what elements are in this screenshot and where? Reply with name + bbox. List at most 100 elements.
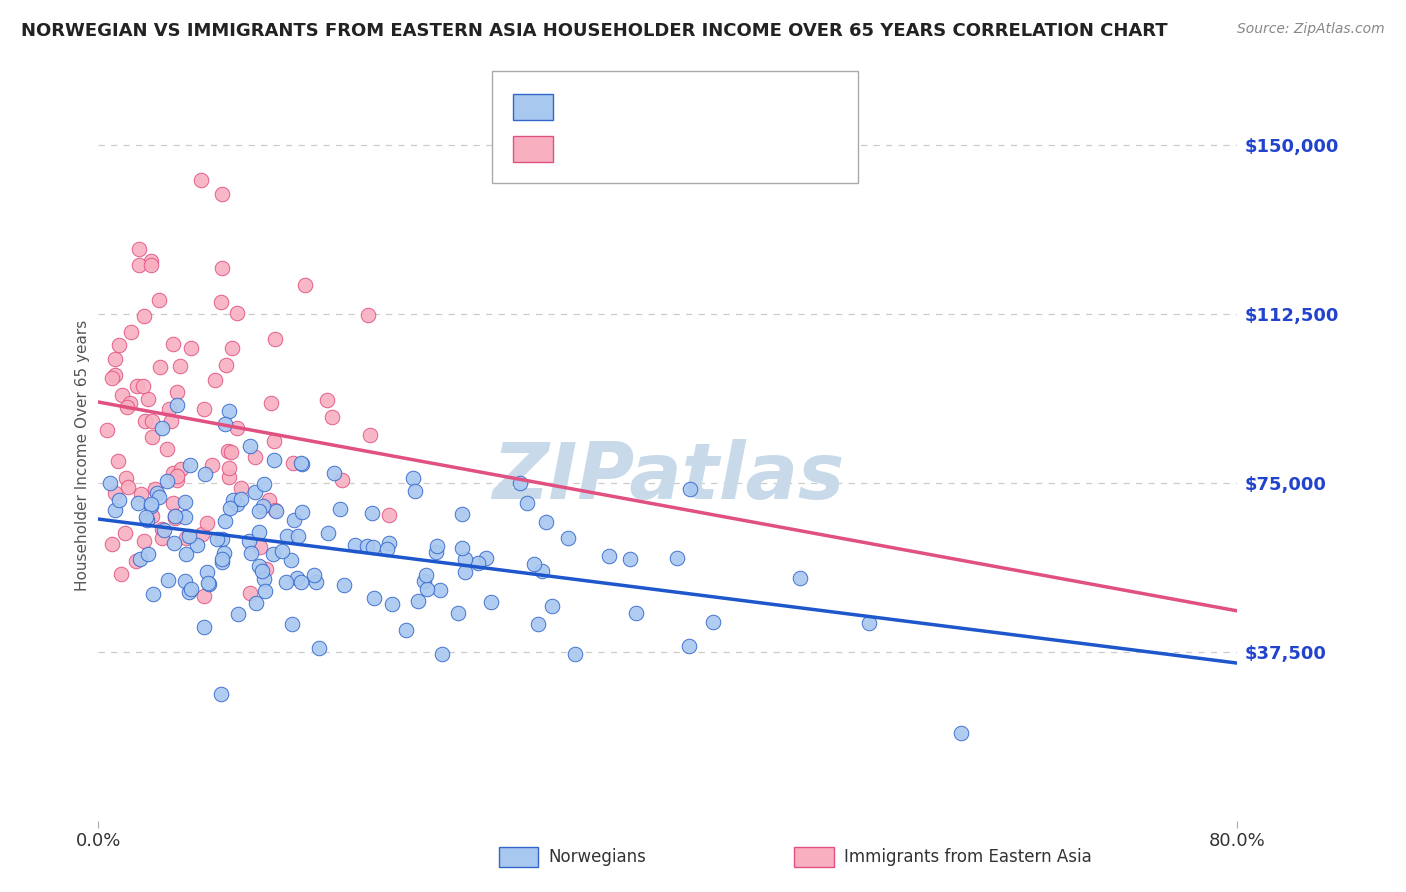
Point [107, 454, 129, 468]
Point [211, 260, 233, 275]
Point [858, 615, 880, 630]
Point [104, 486, 127, 500]
Point [264, 333, 287, 347]
Point [129, 487, 152, 501]
Point [143, 482, 166, 496]
Text: Immigrants from Eastern Asia: Immigrants from Eastern Asia [844, 848, 1091, 866]
Point [125, 553, 148, 567]
Point [139, 497, 162, 511]
Point [541, 599, 564, 613]
Point [252, 572, 274, 586]
Point [205, 532, 228, 546]
Point [201, 458, 224, 473]
Point [291, 458, 314, 472]
Point [333, 578, 356, 592]
Point [186, 538, 208, 552]
Point [152, 523, 174, 537]
Point [190, 173, 212, 187]
Point [209, 687, 232, 701]
Point [117, 400, 139, 414]
Point [394, 623, 416, 637]
Point [221, 341, 243, 355]
Point [280, 553, 302, 567]
Point [156, 574, 179, 588]
Point [226, 420, 249, 434]
Point [404, 483, 426, 498]
Point [322, 466, 344, 480]
Point [302, 567, 325, 582]
Point [174, 548, 197, 562]
Point [174, 574, 197, 589]
Point [193, 620, 215, 634]
Point [253, 476, 276, 491]
Point [294, 277, 316, 292]
Point [408, 593, 430, 607]
Point [357, 308, 380, 322]
Point [157, 401, 180, 416]
Point [163, 508, 186, 523]
Point [260, 396, 283, 410]
Point [104, 368, 127, 382]
Point [243, 450, 266, 464]
Point [287, 529, 309, 543]
Point [193, 402, 215, 417]
Point [173, 510, 195, 524]
Point [425, 544, 447, 558]
Point [262, 547, 284, 561]
Point [316, 525, 339, 540]
Point [509, 475, 531, 490]
Point [678, 639, 700, 653]
Point [135, 510, 157, 524]
Point [247, 525, 270, 540]
Point [139, 254, 162, 268]
Point [415, 567, 437, 582]
Point [430, 647, 453, 661]
Point [139, 258, 162, 272]
Point [475, 551, 498, 566]
Point [218, 404, 240, 418]
Point [136, 513, 159, 527]
Point [212, 546, 235, 560]
Point [231, 491, 253, 506]
Point [180, 341, 202, 355]
Point [156, 474, 179, 488]
Point [156, 442, 179, 456]
Point [114, 471, 136, 485]
Point [534, 515, 557, 529]
Point [280, 617, 302, 632]
Point [254, 561, 277, 575]
Point [129, 552, 152, 566]
Point [136, 547, 159, 561]
Point [127, 495, 149, 509]
Point [243, 484, 266, 499]
Point [139, 500, 162, 514]
Point [195, 516, 218, 530]
Point [141, 430, 163, 444]
Point [132, 310, 155, 324]
Point [321, 409, 343, 424]
Point [378, 508, 401, 523]
Point [305, 574, 328, 589]
Point [108, 337, 131, 351]
Point [451, 508, 474, 522]
Point [128, 242, 150, 256]
Point [359, 428, 381, 442]
Point [429, 583, 451, 598]
Point [169, 359, 191, 373]
Point [229, 481, 252, 495]
Point [110, 388, 132, 402]
Point [148, 293, 170, 307]
Point [96, 423, 118, 437]
Point [479, 595, 502, 609]
Point [214, 417, 236, 431]
Point [177, 585, 200, 599]
Point [218, 461, 240, 475]
Point [283, 456, 305, 470]
Point [166, 385, 188, 400]
Point [344, 538, 367, 552]
Point [253, 584, 276, 599]
Point [624, 606, 647, 620]
Text: Norwegians: Norwegians [548, 848, 647, 866]
Point [332, 473, 354, 487]
Point [619, 552, 641, 566]
